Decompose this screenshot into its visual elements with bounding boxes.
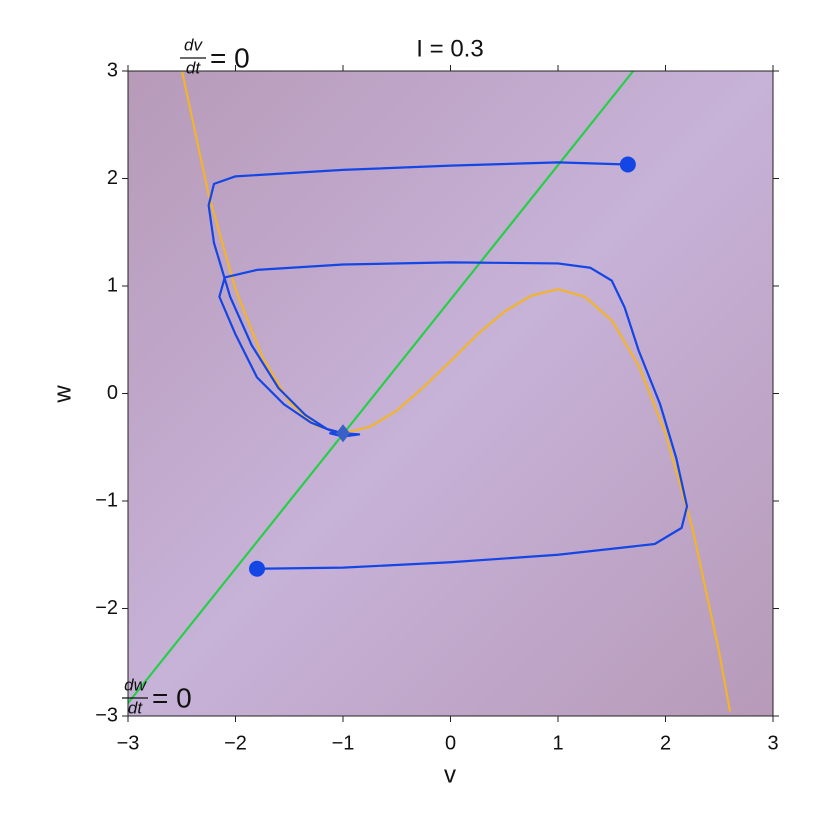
fraction-numerator: dv — [184, 35, 203, 54]
fraction-denominator: dt — [186, 58, 201, 77]
fraction-denominator: dt — [128, 698, 143, 717]
plot-background — [128, 71, 773, 716]
plot-area — [128, 71, 732, 712]
y-tick-label: −3 — [95, 704, 118, 726]
x-axis-label: v — [444, 761, 456, 788]
annotation-text: = 0 — [152, 682, 192, 713]
curve — [218, 261, 689, 570]
curve — [180, 71, 732, 712]
y-tick-label: −2 — [95, 597, 118, 619]
x-tick-label: 2 — [660, 732, 671, 754]
x-tick-label: 0 — [445, 732, 456, 754]
curve — [128, 71, 635, 704]
nullcline-label: dv dt = 0 — [180, 35, 250, 77]
nullcline-label: dw dt = 0 — [122, 675, 192, 717]
x-tick-label: −1 — [332, 732, 355, 754]
x-tick-label: −2 — [224, 732, 247, 754]
y-tick-label: 2 — [107, 167, 118, 189]
x-tick-label: 3 — [767, 732, 778, 754]
y-tick-label: 3 — [107, 59, 118, 81]
start-point — [249, 560, 265, 577]
annotation-text: = 0 — [210, 42, 250, 73]
fraction-numerator: dw — [124, 675, 147, 694]
chart-title: I = 0.3 — [416, 35, 483, 62]
y-tick-label: 1 — [107, 274, 118, 296]
start-point — [619, 156, 636, 173]
curve — [207, 161, 628, 438]
y-axis-label: w — [49, 385, 76, 404]
y-tick-label: −1 — [95, 489, 118, 511]
fixed-point — [336, 424, 350, 443]
x-tick-label: 1 — [552, 732, 563, 754]
x-tick-label: −3 — [117, 732, 140, 754]
y-tick-label: 0 — [107, 382, 118, 404]
